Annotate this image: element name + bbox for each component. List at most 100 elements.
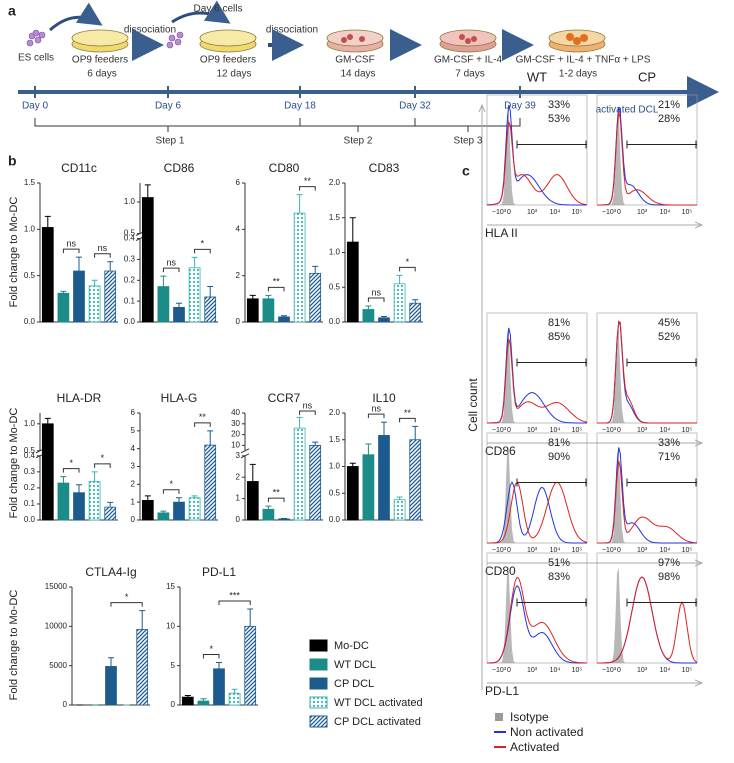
bar bbox=[293, 212, 306, 323]
error-bar bbox=[231, 688, 238, 694]
isotype-curve bbox=[597, 567, 697, 663]
legend-label: CP DCL bbox=[334, 678, 374, 690]
error-bar bbox=[381, 421, 387, 436]
bar bbox=[181, 696, 194, 706]
step-label: Step 2 bbox=[344, 136, 373, 147]
percentage: 85% bbox=[548, 331, 570, 343]
y-tick-label: 20 bbox=[231, 430, 240, 439]
percentage: 98% bbox=[658, 571, 680, 583]
x-tick-label: 0 bbox=[617, 209, 621, 216]
error-bar bbox=[249, 463, 256, 482]
start-label: ES cells bbox=[18, 53, 54, 64]
x-tick-label: 10³ bbox=[527, 209, 538, 216]
bar bbox=[409, 439, 422, 521]
isotype-curve bbox=[597, 109, 697, 205]
y-tick-label: 1 bbox=[236, 494, 241, 503]
x-tick-label: 10³ bbox=[527, 547, 538, 554]
day-label: Day 6 bbox=[155, 101, 182, 112]
x-tick-label: −10³ bbox=[492, 667, 507, 674]
medium-label: OP9 feeders bbox=[200, 55, 256, 66]
error-bar bbox=[191, 495, 198, 498]
x-tick-label: 0 bbox=[507, 547, 511, 554]
bar bbox=[141, 499, 154, 521]
error-bar bbox=[76, 256, 82, 272]
medium-label: OP9 feeders bbox=[72, 55, 128, 66]
duration-label: 1-2 days bbox=[559, 69, 597, 80]
activated-curve bbox=[597, 576, 698, 664]
legend-label: Mo-DC bbox=[334, 640, 369, 652]
x-tick-label: 0 bbox=[617, 547, 621, 554]
y-tick-label: 3 bbox=[236, 451, 241, 460]
x-tick-label: 0 bbox=[507, 209, 511, 216]
significance-bracket bbox=[267, 286, 285, 292]
percentage: 90% bbox=[548, 451, 570, 463]
bar bbox=[204, 296, 217, 323]
gate bbox=[516, 598, 587, 607]
significance-label: ns bbox=[98, 243, 108, 253]
duration-label: 12 days bbox=[216, 69, 251, 80]
marker-label: HLA II bbox=[485, 226, 518, 240]
plot-frame bbox=[486, 94, 588, 206]
y-tick-label: 4 bbox=[131, 444, 136, 453]
legend-swatch bbox=[309, 715, 328, 728]
y-tick-label: 1.5 bbox=[329, 213, 341, 222]
y-tick-label: 5 bbox=[131, 426, 136, 435]
significance-bracket bbox=[194, 422, 211, 427]
non-activated-curve bbox=[486, 104, 587, 206]
legend-swatch bbox=[495, 713, 503, 721]
y-axis-label: Fold change to Mo-DC bbox=[8, 408, 20, 519]
y-tick-label: 10 bbox=[166, 621, 175, 630]
percentage: 52% bbox=[658, 331, 680, 343]
y-tick-label: 0.5 bbox=[329, 282, 341, 291]
x-tick-label: 10⁴ bbox=[550, 209, 561, 216]
medium-label: GM-CSF + IL-4 + TNFα + LPS bbox=[516, 55, 651, 66]
significance-label: ** bbox=[199, 412, 207, 422]
bar bbox=[362, 309, 375, 323]
plot-frame bbox=[486, 312, 588, 424]
y-tick-label: 15 bbox=[166, 582, 175, 591]
panel-label: b bbox=[8, 153, 17, 169]
bar bbox=[204, 444, 217, 521]
error-bar bbox=[60, 290, 67, 294]
significance-label: * bbox=[69, 458, 73, 468]
marker-label: CD80 bbox=[485, 564, 516, 578]
y-tick-label: 0.2 bbox=[24, 483, 36, 492]
error-bar bbox=[381, 315, 387, 318]
significance-label: ** bbox=[273, 487, 281, 497]
y-tick-label: 10 bbox=[231, 441, 240, 450]
non-activated-curve bbox=[487, 327, 587, 424]
bar bbox=[262, 298, 275, 323]
y-tick-label: 0.2 bbox=[124, 275, 136, 284]
legend-label: Isotype bbox=[510, 710, 549, 724]
day-label: Day 32 bbox=[399, 101, 431, 112]
y-tick-label: 0.0 bbox=[329, 317, 341, 326]
x-tick-label: 10³ bbox=[527, 667, 538, 674]
x-tick-label: 0 bbox=[507, 427, 511, 434]
y-tick-label: 4 bbox=[236, 224, 241, 233]
y-tick-label: 0.1 bbox=[124, 296, 136, 305]
chart-title: CTLA4-Ig bbox=[85, 565, 136, 579]
step-label: dissociation bbox=[266, 25, 318, 36]
error-bar bbox=[265, 505, 272, 510]
error-bar bbox=[349, 462, 356, 467]
percentage: 97% bbox=[658, 557, 680, 569]
bar bbox=[173, 501, 185, 521]
bar bbox=[293, 427, 306, 521]
x-tick-label: −10³ bbox=[602, 547, 617, 554]
significance-bracket bbox=[62, 468, 80, 473]
bar bbox=[188, 497, 201, 521]
non-activated-curve bbox=[597, 447, 697, 544]
y-tick-label: 10000 bbox=[45, 621, 68, 630]
bar bbox=[105, 666, 117, 706]
bar bbox=[378, 435, 390, 521]
significance-label: ns bbox=[66, 239, 76, 249]
y-axis-label: Fold change to Mo-DC bbox=[8, 197, 20, 308]
x-tick-label: 10⁴ bbox=[660, 547, 671, 554]
percentage: 83% bbox=[548, 571, 570, 583]
y-tick-label: 0.5 bbox=[24, 271, 36, 280]
legend-swatch bbox=[309, 639, 328, 652]
error-bar bbox=[107, 261, 114, 272]
bar bbox=[173, 307, 185, 323]
legend-swatch bbox=[309, 658, 328, 671]
